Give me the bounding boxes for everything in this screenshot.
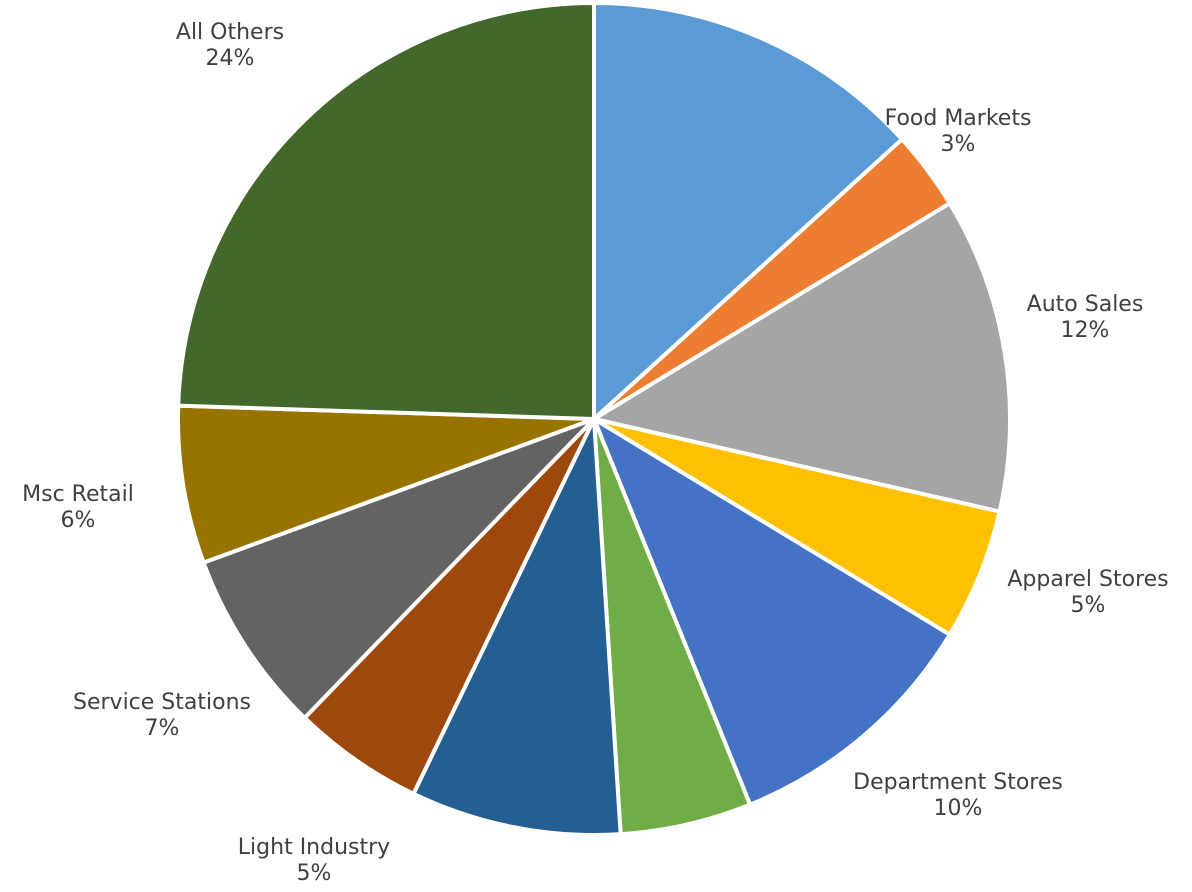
slice-value-label: 6% xyxy=(61,508,96,533)
slice-label: Apparel Stores xyxy=(1007,567,1168,592)
pie-slice xyxy=(201,417,596,720)
pie-slice xyxy=(592,1,904,421)
slice-label: Msc Retail xyxy=(22,482,134,507)
slice-value-label: 5% xyxy=(297,861,332,886)
slice-label: Light Industry xyxy=(238,835,390,860)
slice-label: Service Stations xyxy=(73,690,251,715)
slice-label: Food Markets xyxy=(885,106,1032,131)
pie-slice xyxy=(592,417,952,807)
slice-label: All Others xyxy=(176,20,284,45)
slice-value-label: 24% xyxy=(206,46,255,71)
pie-slice xyxy=(176,403,596,565)
pie-slice xyxy=(592,201,1012,514)
slice-value-label: 3% xyxy=(941,132,976,157)
slice-label: Auto Sales xyxy=(1027,292,1144,317)
pie-slice xyxy=(176,1,596,421)
slice-value-label: 12% xyxy=(1061,318,1110,343)
slice-value-label: 10% xyxy=(934,796,983,821)
slice-value-label: 7% xyxy=(145,716,180,741)
pie-slice xyxy=(411,417,623,837)
slice-label: Department Stores xyxy=(853,770,1063,795)
slice-value-label: 5% xyxy=(1071,593,1106,618)
